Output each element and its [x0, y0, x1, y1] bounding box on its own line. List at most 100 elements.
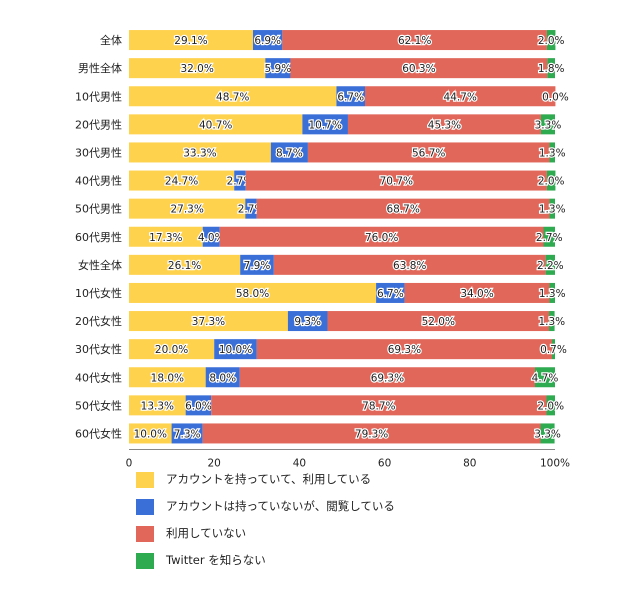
category-label: 30代女性: [75, 342, 122, 356]
data-label-unaware: 1.3%: [538, 316, 565, 328]
bar-segment-viewing: [185, 395, 212, 416]
bar-segment-using: [129, 58, 266, 79]
data-label-unaware: 2.0%: [538, 176, 565, 188]
data-label-unaware: 0.0%: [542, 91, 569, 103]
bar-segment-using: [129, 367, 206, 388]
bar-segment-unaware: [534, 367, 555, 388]
data-label-using: 26.1%: [168, 260, 201, 272]
data-label-unaware: 2.0%: [537, 400, 564, 412]
data-label-not-using: 69.3%: [371, 372, 404, 384]
data-label-using: 37.3%: [192, 316, 225, 328]
x-tick-label: 20: [208, 458, 221, 470]
data-label-not-using: 69.3%: [388, 344, 421, 356]
data-label-viewing: 6.7%: [377, 288, 404, 300]
data-label-not-using: 60.3%: [402, 63, 435, 75]
data-label-not-using: 70.7%: [380, 176, 413, 188]
data-label-not-using: 62.1%: [398, 35, 431, 47]
data-label-not-using: 45.3%: [428, 119, 461, 131]
data-label-unaware: 1.3%: [539, 147, 566, 159]
category-label: 20代女性: [75, 314, 122, 328]
category-label: 60代女性: [75, 426, 122, 440]
data-label-unaware: 1.3%: [539, 288, 566, 300]
data-label-viewing: 5.9%: [265, 63, 292, 75]
data-label-using: 27.3%: [170, 204, 203, 216]
bar-segment-using: [129, 282, 377, 303]
category-label: 女性全体: [78, 258, 122, 272]
x-tick-label: 60: [378, 458, 391, 470]
data-label-using: 33.3%: [183, 147, 216, 159]
bar-segment-using: [129, 86, 337, 107]
bar-segment-not-using: [327, 311, 550, 332]
data-label-not-using: 34.0%: [460, 288, 493, 300]
bar-segment-using: [129, 311, 288, 332]
bar-segment-not-using: [202, 423, 541, 444]
data-label-using: 48.7%: [216, 91, 249, 103]
x-tick-label: 0: [126, 458, 133, 470]
data-label-viewing: 6.9%: [254, 35, 281, 47]
data-label-using: 20.0%: [155, 344, 188, 356]
bar-segment-unaware: [552, 339, 555, 360]
bar-segment-viewing: [205, 367, 240, 388]
bar-segment-viewing: [376, 282, 405, 303]
data-label-using: 58.0%: [236, 288, 269, 300]
bar-segment-not-using: [256, 198, 550, 219]
category-label: 40代男性: [75, 174, 122, 188]
bar-segment-unaware: [543, 226, 555, 247]
bar-segment-not-using: [239, 367, 535, 388]
bar-segment-not-using: [245, 170, 547, 191]
data-label-not-using: 63.8%: [393, 260, 426, 272]
data-label-unaware: 4.7%: [532, 372, 559, 384]
data-label-viewing: 10.7%: [308, 119, 341, 131]
data-label-not-using: 78.7%: [362, 400, 395, 412]
bar-segment-using: [129, 254, 241, 275]
data-label-viewing: 7.3%: [174, 428, 201, 440]
data-label-using: 17.3%: [149, 232, 182, 244]
legend-item-not-using: 利用していない: [136, 524, 516, 544]
data-label-using: 10.0%: [134, 428, 167, 440]
data-label-viewing: 4.0%: [198, 232, 225, 244]
bar-segment-using: [129, 114, 303, 135]
bar-segment-viewing: [287, 311, 328, 332]
category-label: 40代女性: [75, 370, 122, 384]
bar-segment-not-using: [404, 282, 550, 303]
bar-segment-viewing: [336, 86, 365, 107]
data-label-using: 32.0%: [180, 63, 213, 75]
bar-segment-not-using: [365, 86, 556, 107]
data-label-not-using: 68.7%: [386, 204, 419, 216]
data-label-using: 29.1%: [174, 35, 207, 47]
data-label-not-using: 79.3%: [355, 428, 388, 440]
bar-segment-not-using: [307, 142, 550, 163]
bar-segment-using: [129, 30, 253, 51]
data-label-not-using: 52.0%: [422, 316, 455, 328]
bar-segment-not-using: [282, 30, 547, 51]
bar-segment-unaware: [549, 198, 555, 219]
bar-segment-using: [129, 142, 271, 163]
bar-segment-unaware: [545, 254, 555, 275]
legend-item-unaware: Twitter を知らない: [136, 551, 516, 571]
data-label-viewing: 6.0%: [185, 400, 212, 412]
data-label-viewing: 7.9%: [244, 260, 271, 272]
bar-segment-viewing: [234, 170, 246, 191]
legend-item-using: アカウントを持っていて、利用している: [136, 470, 516, 490]
data-label-unaware: 2.2%: [537, 260, 564, 272]
x-tick-label: 80: [463, 458, 476, 470]
bar-segment-unaware: [546, 30, 556, 51]
bar-segment-not-using: [219, 226, 544, 247]
category-label: 10代男性: [75, 89, 122, 103]
stacked-bar-chart: 全体 29.1% 6.9% 62.1% 2.0% 男性全体 32.0% 5.9% 60.3% 1.…: [75, 30, 570, 470]
data-label-unaware: 3.3%: [535, 119, 562, 131]
bar-segment-using: [129, 423, 172, 444]
data-label-not-using: 76.0%: [365, 232, 398, 244]
bar-segment-viewing: [270, 142, 308, 163]
data-label-unaware: 2.7%: [536, 232, 563, 244]
bar-segment-unaware: [549, 282, 555, 303]
data-label-not-using: 56.7%: [412, 147, 445, 159]
legend-label-using: アカウントを持っていて、利用している: [166, 472, 372, 486]
bar-segment-using: [129, 198, 246, 219]
bar-segment-unaware: [540, 423, 555, 444]
bar-segment-using: [129, 226, 203, 247]
legend-swatch-viewing: [136, 499, 154, 515]
data-label-viewing: 9.3%: [294, 316, 321, 328]
category-label: 全体: [100, 33, 122, 47]
data-label-viewing: 8.0%: [209, 372, 236, 384]
